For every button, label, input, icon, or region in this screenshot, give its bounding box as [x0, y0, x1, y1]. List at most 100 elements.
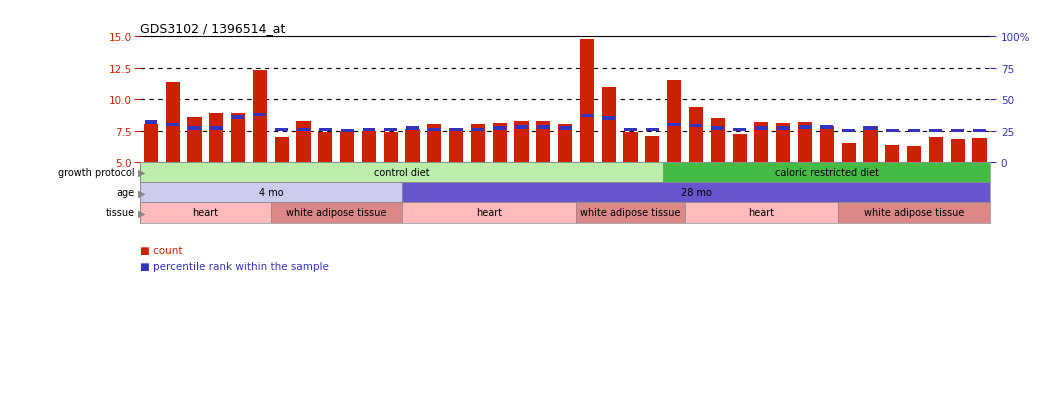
Bar: [427, 125, 442, 163]
Bar: [140, 163, 664, 183]
Bar: [319, 128, 332, 132]
Text: ▶: ▶: [138, 208, 145, 218]
Bar: [514, 121, 529, 163]
Text: tissue: tissue: [106, 208, 135, 218]
Text: heart: heart: [192, 208, 219, 218]
Bar: [385, 128, 397, 132]
Bar: [797, 123, 812, 163]
Bar: [537, 126, 550, 129]
Bar: [297, 121, 311, 163]
Bar: [401, 183, 990, 203]
Bar: [407, 127, 419, 131]
Bar: [838, 203, 990, 223]
Text: heart: heart: [749, 208, 775, 218]
Text: ■ percentile rank within the sample: ■ percentile rank within the sample: [140, 261, 329, 271]
Bar: [341, 130, 354, 133]
Text: 4 mo: 4 mo: [258, 188, 283, 198]
Text: white adipose tissue: white adipose tissue: [864, 208, 964, 218]
Bar: [362, 131, 376, 163]
Bar: [929, 130, 943, 133]
Bar: [711, 127, 724, 131]
Bar: [428, 128, 441, 132]
Bar: [166, 82, 179, 163]
Bar: [449, 129, 464, 163]
Bar: [340, 133, 355, 163]
Bar: [689, 107, 703, 163]
Bar: [384, 133, 398, 163]
Bar: [188, 118, 201, 163]
Bar: [842, 144, 856, 163]
Bar: [624, 128, 637, 132]
Bar: [973, 130, 986, 133]
Bar: [907, 147, 921, 163]
Bar: [493, 124, 507, 163]
Bar: [536, 121, 551, 163]
Bar: [754, 123, 768, 163]
Bar: [166, 123, 179, 127]
Bar: [144, 125, 158, 163]
Bar: [559, 127, 571, 131]
Bar: [646, 128, 658, 132]
Bar: [275, 138, 288, 163]
Bar: [951, 130, 964, 133]
Bar: [951, 140, 964, 163]
Bar: [318, 133, 333, 163]
Bar: [623, 133, 638, 163]
Bar: [685, 203, 838, 223]
Bar: [472, 128, 484, 132]
Bar: [209, 127, 223, 131]
Bar: [973, 139, 986, 163]
Bar: [864, 126, 877, 163]
Text: white adipose tissue: white adipose tissue: [286, 208, 387, 218]
Bar: [401, 203, 577, 223]
Bar: [732, 135, 747, 163]
Bar: [842, 130, 854, 133]
Text: heart: heart: [476, 208, 502, 218]
Bar: [602, 117, 615, 121]
Bar: [144, 121, 158, 124]
Bar: [253, 113, 267, 117]
Bar: [929, 138, 943, 163]
Text: ■ count: ■ count: [140, 246, 183, 256]
Bar: [733, 128, 746, 132]
Text: ▶: ▶: [138, 188, 145, 198]
Bar: [188, 127, 201, 131]
Bar: [886, 130, 899, 133]
Bar: [271, 203, 401, 223]
Bar: [690, 125, 702, 128]
Text: age: age: [117, 188, 135, 198]
Text: caloric restricted diet: caloric restricted diet: [775, 168, 878, 178]
Bar: [140, 183, 401, 203]
Bar: [577, 203, 685, 223]
Bar: [864, 127, 877, 131]
Bar: [798, 126, 811, 129]
Bar: [140, 203, 271, 223]
Bar: [209, 114, 223, 163]
Bar: [276, 128, 288, 132]
Bar: [581, 114, 593, 118]
Bar: [580, 40, 594, 163]
Bar: [755, 127, 767, 131]
Bar: [645, 136, 660, 163]
Bar: [405, 130, 420, 163]
Bar: [668, 123, 680, 127]
Text: white adipose tissue: white adipose tissue: [581, 208, 680, 218]
Bar: [515, 126, 528, 129]
Bar: [777, 127, 789, 131]
Bar: [664, 163, 990, 183]
Text: ▶: ▶: [138, 168, 145, 178]
Bar: [886, 145, 899, 163]
Bar: [494, 127, 506, 131]
Bar: [667, 81, 681, 163]
Bar: [363, 128, 375, 132]
Bar: [820, 126, 833, 129]
Text: GDS3102 / 1396514_at: GDS3102 / 1396514_at: [140, 21, 285, 35]
Bar: [558, 125, 572, 163]
Bar: [819, 126, 834, 163]
Bar: [298, 128, 310, 132]
Bar: [471, 125, 485, 163]
Bar: [231, 116, 245, 119]
Bar: [450, 128, 463, 132]
Bar: [601, 88, 616, 163]
Text: growth protocol: growth protocol: [58, 168, 135, 178]
